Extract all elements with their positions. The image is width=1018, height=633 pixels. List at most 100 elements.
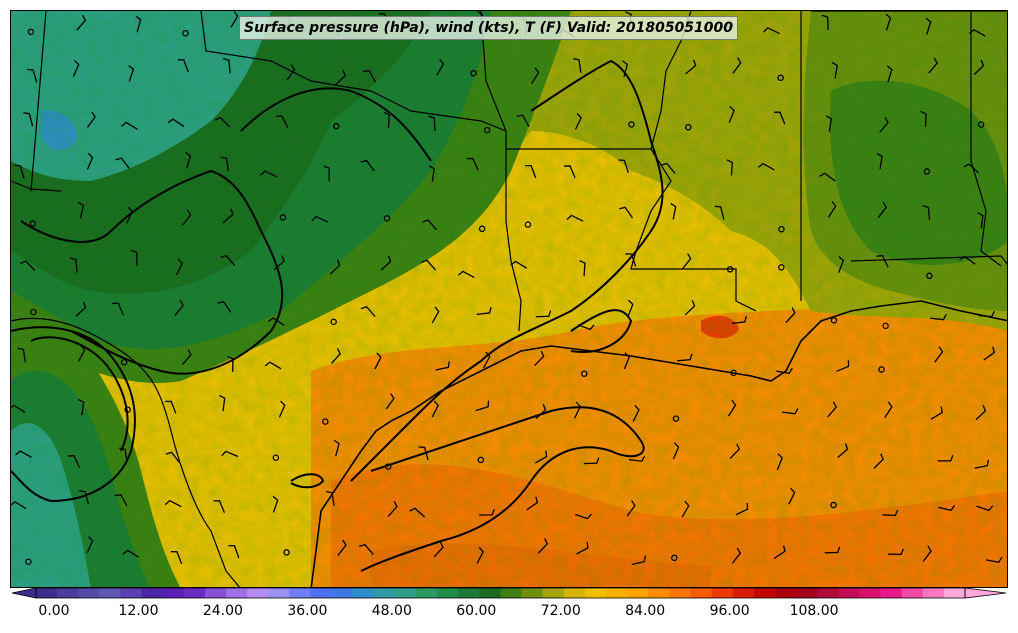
wind-barb	[115, 157, 130, 169]
wind-barb	[684, 300, 696, 316]
wind-barb	[329, 259, 341, 275]
wind-barb	[230, 11, 239, 28]
map-panel	[10, 10, 1008, 588]
wind-barb	[69, 257, 78, 273]
wind-barb	[286, 64, 296, 81]
colorbar-outline	[35, 587, 966, 599]
wind-barb	[973, 59, 985, 76]
colorbar-swatch	[162, 588, 185, 598]
calm-wind-circle	[25, 558, 32, 565]
calm-wind-circle	[333, 122, 340, 130]
wind-barb	[435, 361, 450, 371]
calm-wind-circle	[182, 29, 189, 37]
wind-barb	[728, 105, 735, 123]
wind-barb	[873, 453, 884, 469]
wind-barb	[785, 307, 796, 323]
wind-barb	[837, 443, 849, 459]
wind-barb	[217, 300, 232, 313]
wind-barb	[534, 450, 548, 464]
wind-barb	[925, 17, 932, 35]
colorbar-swatch	[458, 588, 480, 598]
colorbar-label: 12.00	[118, 603, 159, 619]
wind-barb	[625, 253, 637, 267]
calm-wind-circle	[778, 264, 785, 271]
colorbar-label: 96.00	[709, 603, 750, 619]
wind-barb	[77, 345, 86, 362]
calm-wind-circle	[830, 317, 838, 324]
wind-barb	[836, 360, 850, 372]
wind-barb	[86, 536, 94, 553]
wind-barb	[685, 59, 697, 75]
wind-barb	[428, 115, 436, 131]
calm-wind-circle	[477, 456, 485, 464]
calm-wind-circle	[726, 266, 734, 273]
wind-barb	[77, 201, 85, 219]
wind-barb	[660, 162, 676, 174]
colorbar-swatch	[732, 588, 755, 598]
wind-barb	[618, 159, 629, 173]
colorbar-swatch	[796, 588, 818, 598]
wind-barb	[670, 202, 677, 220]
wind-barb	[418, 446, 429, 461]
wind-barb	[922, 545, 932, 562]
colorbar-swatch	[437, 588, 459, 598]
colorbar-swatch	[373, 588, 396, 598]
wind-barb	[622, 60, 629, 78]
colorbar-label: 36.00	[287, 603, 328, 619]
wind-barb	[112, 302, 124, 316]
wind-barb	[222, 208, 234, 224]
colorbar-swatch	[542, 588, 565, 598]
calm-wind-circle	[923, 168, 931, 175]
wind-barb	[726, 159, 733, 176]
colorbar-swatch	[78, 588, 100, 598]
calm-wind-circle	[926, 272, 933, 280]
colorbar-min-arrow	[11, 587, 37, 599]
wind-barb	[86, 111, 96, 128]
temperature-fill	[11, 11, 1007, 587]
wind-barb	[20, 260, 36, 271]
wind-barb	[331, 348, 341, 364]
wind-barb	[177, 59, 189, 73]
wind-barb	[67, 455, 81, 468]
colorbar-label: 24.00	[202, 603, 243, 619]
colorbar-swatch	[922, 588, 945, 598]
calm-wind-circle	[882, 322, 889, 330]
calm-wind-circle	[830, 501, 837, 509]
calm-wind-circle	[383, 215, 391, 222]
colorbar-label: 72.00	[540, 603, 581, 619]
wind-barb	[128, 64, 135, 82]
temperature-colorbar	[11, 587, 1007, 599]
colorbar-swatch	[36, 588, 58, 598]
colorbar-swatch	[901, 588, 924, 598]
colorbar-swatch	[183, 588, 206, 598]
wind-barb	[626, 500, 636, 517]
wind-barb	[573, 401, 582, 419]
wind-barb	[930, 314, 947, 321]
colorbar-swatch	[120, 588, 143, 598]
wind-barb	[360, 305, 376, 317]
colorbar-swatch	[690, 588, 713, 598]
calm-wind-circle	[685, 123, 692, 131]
wind-barb	[387, 500, 398, 517]
wind-barb	[735, 503, 749, 516]
wind-barb	[516, 114, 530, 127]
wind-barb	[431, 306, 440, 324]
wind-barb	[985, 556, 1003, 563]
wind-barb	[928, 57, 938, 74]
wind-barb	[264, 361, 282, 370]
wind-barb	[380, 255, 392, 271]
state-borders	[11, 11, 1007, 587]
wind-barb	[788, 487, 796, 505]
wind-barb	[714, 205, 725, 220]
colorbar-swatch	[226, 588, 248, 598]
wind-barb	[165, 451, 181, 463]
colorbar-swatch	[669, 588, 692, 598]
wind-barb	[167, 118, 185, 127]
wind-barb	[824, 546, 841, 554]
coastline	[310, 300, 1007, 587]
wind-barb	[78, 398, 85, 416]
wind-barb	[681, 253, 692, 270]
wind-barb	[185, 151, 192, 169]
wind-barb	[888, 548, 904, 556]
wind-barb	[566, 214, 584, 222]
